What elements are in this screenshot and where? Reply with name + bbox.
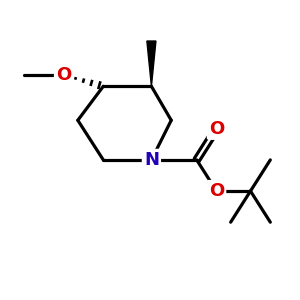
- Text: N: N: [144, 151, 159, 169]
- Polygon shape: [147, 41, 156, 86]
- Text: O: O: [56, 66, 71, 84]
- Text: O: O: [209, 120, 224, 138]
- Text: O: O: [209, 182, 224, 200]
